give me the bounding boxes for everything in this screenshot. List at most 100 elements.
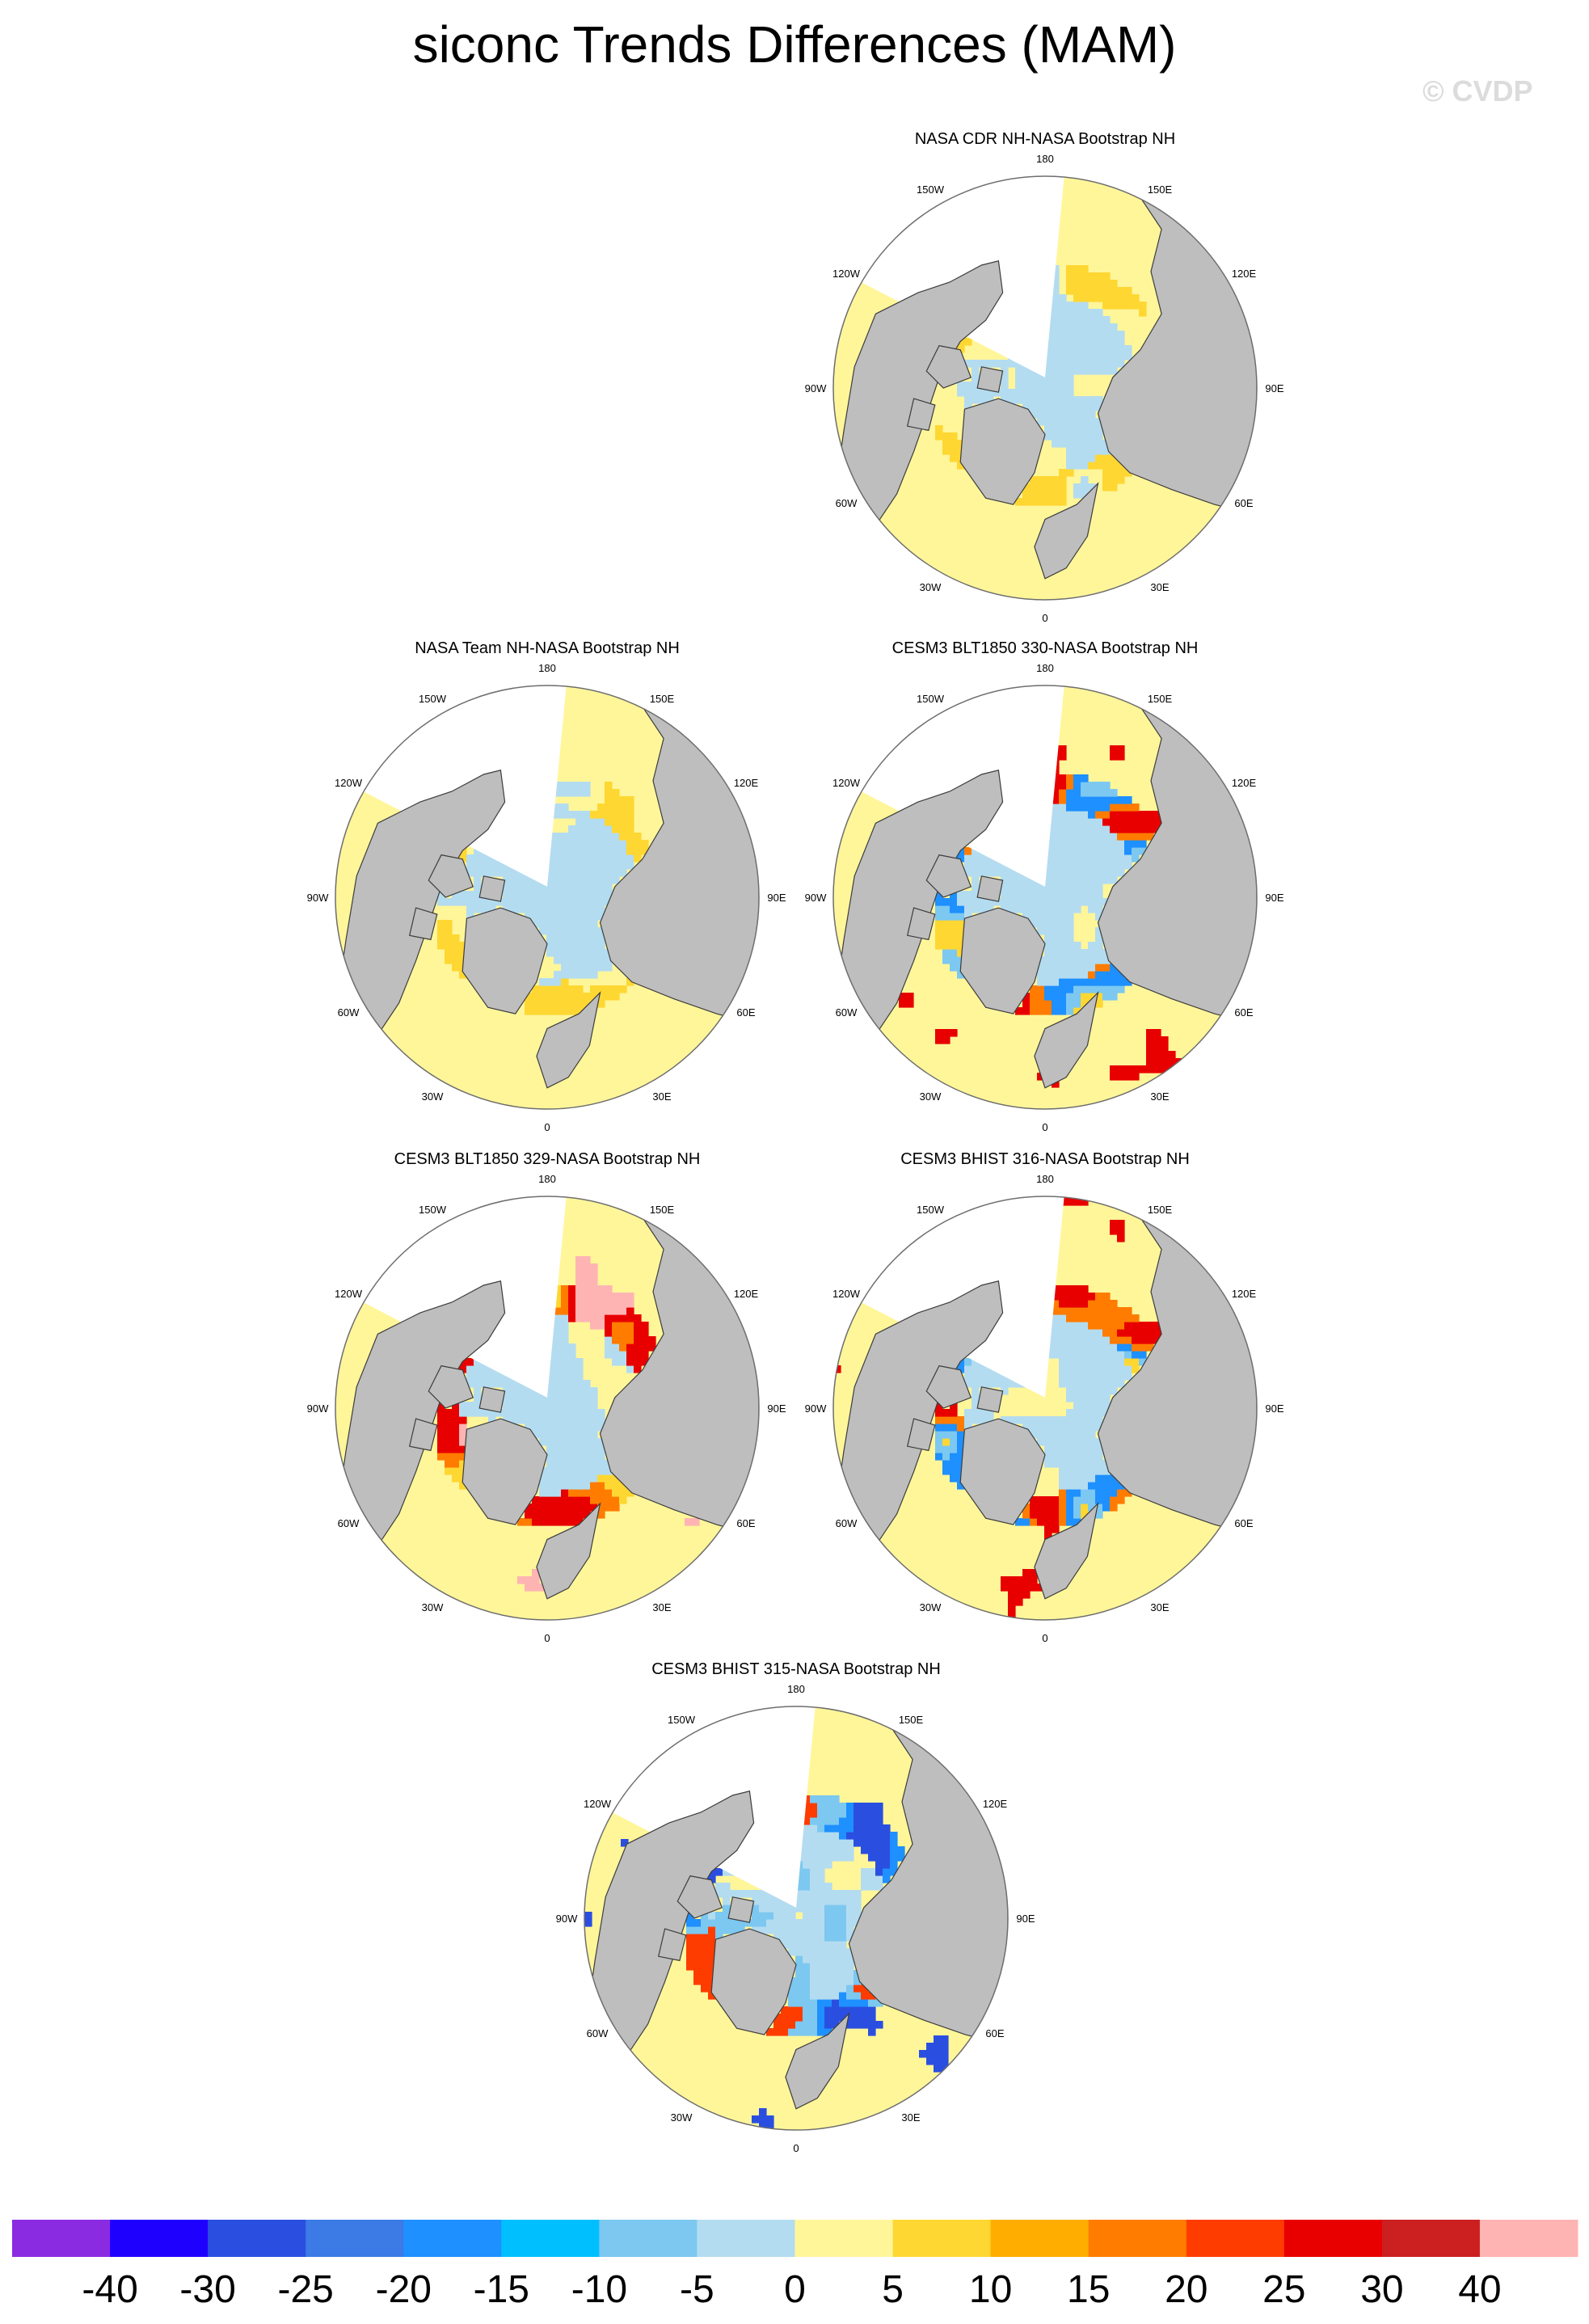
land-mass: [925, 344, 972, 389]
map-panel: 180 150E 120E 90E 60E 30E 0 30W 60W 90W 120W 150W CE…: [805, 1150, 1284, 1644]
colorbar-label: -20: [376, 2268, 432, 2311]
colorbar-label: 10: [969, 2268, 1012, 2311]
panel-title: NASA CDR NH-NASA Bootstrap NH: [915, 130, 1175, 148]
land-mass: [833, 1280, 1004, 1558]
longitude-label: 150W: [917, 183, 945, 196]
longitude-label: 120W: [584, 1798, 612, 1810]
colorbar-swatch: [110, 2220, 209, 2257]
panel-title: NASA Team NH-NASA Bootstrap NH: [415, 639, 680, 657]
longitude-label: 60E: [1234, 1006, 1253, 1019]
colorbar-label: -10: [571, 2268, 627, 2311]
longitude-label: 180: [1036, 1173, 1054, 1185]
longitude-label: 180: [787, 1683, 805, 1695]
land-mass: [1034, 1502, 1099, 1600]
longitude-label: 120E: [734, 1288, 759, 1300]
longitude-label: 180: [538, 1173, 556, 1185]
longitude-label: 30W: [920, 1601, 942, 1613]
land-mass: [785, 2012, 850, 2110]
longitude-label: 150E: [1148, 1204, 1173, 1216]
colorbar-swatch: [501, 2220, 600, 2257]
longitude-label: 120E: [1232, 268, 1257, 280]
longitude-label: 30E: [1150, 581, 1169, 593]
longitude-label: 30W: [422, 1601, 444, 1613]
longitude-label: 30E: [652, 1601, 671, 1613]
longitude-label: 120W: [335, 1288, 363, 1300]
colorbar-label: -15: [474, 2268, 529, 2311]
colorbar-label: -40: [82, 2268, 137, 2311]
land-mass: [906, 398, 936, 432]
colorbar-label: -30: [179, 2268, 235, 2311]
longitude-label: 90W: [805, 382, 827, 394]
longitude-label: 90E: [767, 1402, 786, 1415]
land-mass: [1034, 482, 1099, 580]
longitude-label: 120E: [1232, 1288, 1257, 1300]
colorbar-swatch: [1381, 2220, 1481, 2257]
land-mass: [462, 1418, 548, 1525]
map-border: [832, 1196, 1258, 1621]
colorbar-label: 20: [1165, 2268, 1208, 2311]
colorbar-swatch: [1186, 2220, 1285, 2257]
land-mass: [584, 1790, 755, 2068]
colorbar-swatch: [794, 2220, 894, 2257]
colorbar-label: -5: [680, 2268, 714, 2311]
longitude-label: 90W: [307, 892, 329, 904]
maps-svg: 180 150E 120E 90E 60E 30E 0 30W 60W 90W 120W 150W NA…: [307, 130, 1284, 2154]
land-mass: [906, 1418, 936, 1452]
longitude-label: 180: [1036, 153, 1054, 165]
longitude-label: 0: [544, 1121, 550, 1133]
longitude-label: 120E: [983, 1798, 1008, 1810]
map-border: [832, 175, 1258, 601]
colorbar: -40 -30 -25 -20 -15 -10 -5 0 5 10 15 20 25 30 40: [12, 2220, 1578, 2311]
longitude-label: 180: [538, 662, 556, 674]
longitude-label: 30E: [1150, 1090, 1169, 1103]
land-mass: [428, 1364, 474, 1409]
longitude-label: 120W: [335, 777, 363, 789]
colorbar-swatch: [403, 2220, 502, 2257]
colorbar-swatch: [990, 2220, 1090, 2257]
colorbar-label: 40: [1458, 2268, 1501, 2311]
longitude-label: 150W: [419, 693, 447, 705]
land-mass: [335, 770, 506, 1047]
map-panel: 180 150E 120E 90E 60E 30E 0 30W 60W 90W 120W 150W CE…: [805, 639, 1284, 1133]
map-border: [335, 1196, 760, 1621]
map-panel: 180 150E 120E 90E 60E 30E 0 30W 60W 90W 120W 150W NA…: [307, 639, 786, 1133]
land-mass: [408, 1418, 438, 1452]
longitude-label: 120E: [1232, 777, 1257, 789]
colorbar-label: 30: [1360, 2268, 1403, 2311]
longitude-label: 0: [1042, 612, 1047, 624]
colorbar-label: 5: [882, 2268, 904, 2311]
longitude-label: 90E: [1016, 1913, 1035, 1925]
longitude-label: 90E: [1265, 382, 1283, 394]
map-border: [335, 685, 760, 1110]
longitude-label: 60W: [587, 2027, 609, 2039]
land-mass: [1034, 991, 1099, 1089]
land-mass: [976, 366, 1004, 393]
longitude-label: 120W: [832, 1288, 861, 1300]
colorbar-swatch: [892, 2220, 992, 2257]
colorbar-swatch: [208, 2220, 306, 2257]
panel-title: CESM3 BLT1850 329-NASA Bootstrap NH: [394, 1150, 701, 1168]
longitude-label: 0: [1042, 1121, 1047, 1133]
longitude-label: 90E: [1265, 892, 1283, 904]
longitude-label: 150W: [917, 1204, 945, 1216]
land-mass: [428, 854, 474, 898]
longitude-label: 30E: [1150, 1601, 1169, 1613]
colorbar-label: 25: [1262, 2268, 1305, 2311]
land-mass: [408, 907, 438, 941]
longitude-label: 150E: [1148, 693, 1173, 705]
longitude-label: 90E: [1265, 1402, 1283, 1415]
land-mass: [657, 1928, 687, 1962]
land-mass: [906, 907, 936, 941]
longitude-label: 60E: [1234, 1517, 1253, 1529]
colorbar-swatch: [599, 2220, 698, 2257]
longitude-label: 60E: [736, 1006, 755, 1019]
longitude-label: 150W: [419, 1204, 447, 1216]
colorbar-label: 15: [1067, 2268, 1110, 2311]
land-mass: [536, 1502, 601, 1600]
land-mass: [676, 1875, 723, 1919]
colorbar-swatch: [1479, 2220, 1578, 2257]
panel-title: CESM3 BHIST 316-NASA Bootstrap NH: [900, 1150, 1190, 1168]
panel-title: CESM3 BLT1850 330-NASA Bootstrap NH: [892, 639, 1199, 657]
land-mass: [976, 1386, 1004, 1413]
longitude-label: 60W: [338, 1006, 360, 1019]
